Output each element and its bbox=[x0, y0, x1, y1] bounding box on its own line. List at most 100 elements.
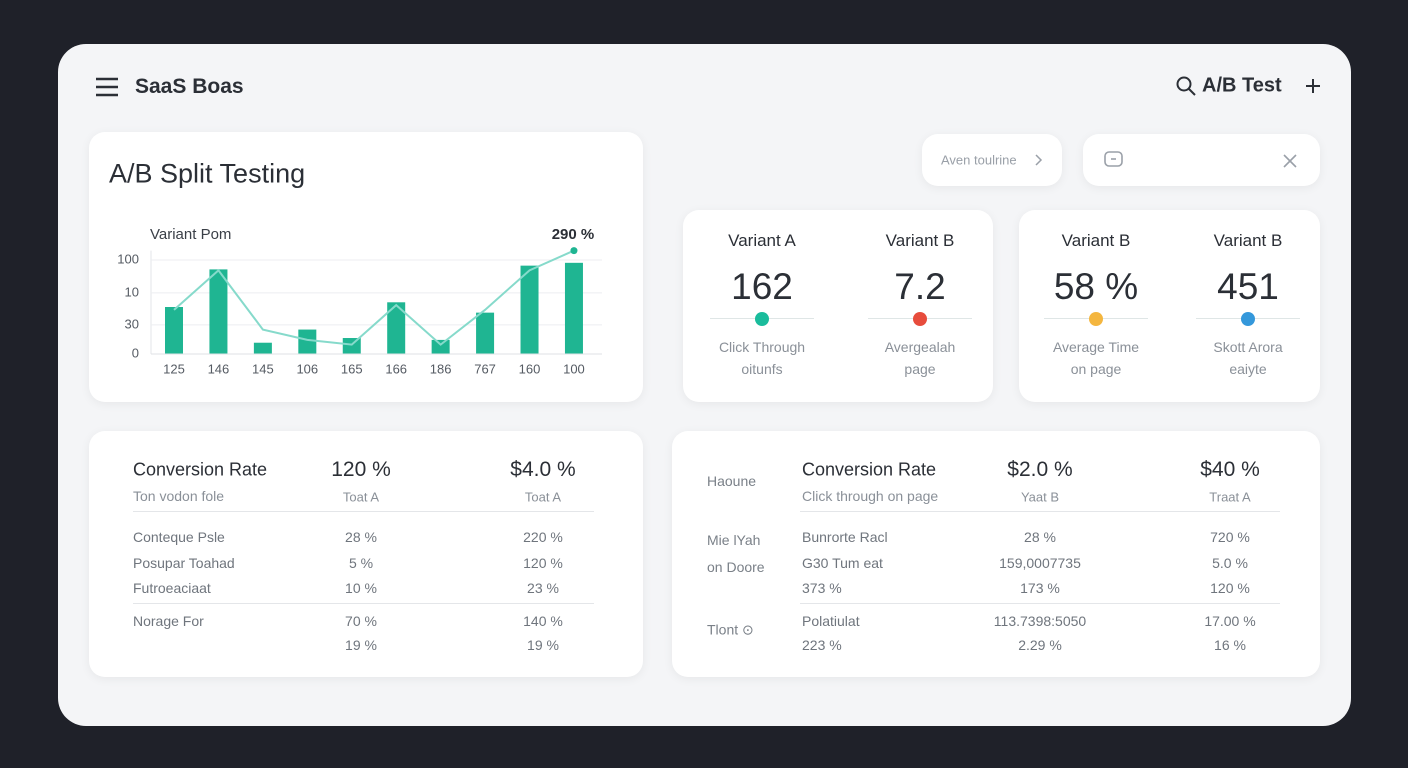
table-cell: 113.7398:5050 bbox=[993, 613, 1087, 629]
x-tick-label: 106 bbox=[296, 361, 318, 376]
table-cell: 5 % bbox=[348, 554, 374, 571]
y-tick-label: 0 bbox=[132, 345, 139, 360]
x-tick-label: 145 bbox=[252, 361, 274, 376]
metric-card bbox=[1019, 210, 1320, 402]
y-tick-label: 100 bbox=[117, 251, 139, 266]
chart-card bbox=[89, 132, 643, 402]
table-cell: 16 % bbox=[1214, 637, 1246, 653]
table-cell: Norage For bbox=[133, 613, 204, 629]
y-tick-label: 30 bbox=[125, 316, 139, 331]
metric-caption: oitunfs bbox=[741, 361, 783, 377]
table-card bbox=[89, 431, 643, 677]
table-cell: G30 Tum eat bbox=[802, 554, 883, 571]
table-cell: 28 % bbox=[345, 529, 377, 545]
header-action[interactable]: A/B Test bbox=[1202, 74, 1282, 97]
table-cell: 10 % bbox=[345, 580, 377, 596]
table-cell: 70 % bbox=[345, 613, 377, 629]
table-header: Conversion Rate bbox=[133, 459, 268, 480]
metric-label: Variant A bbox=[728, 231, 796, 250]
search-icon[interactable] bbox=[1175, 75, 1197, 97]
x-tick-label: 125 bbox=[163, 361, 185, 376]
metric-label: Variant B bbox=[885, 231, 955, 250]
table-cell: 28 % bbox=[1024, 529, 1056, 545]
table-cell: 223 % bbox=[802, 637, 842, 653]
x-tick-label: 100 bbox=[563, 361, 585, 376]
metric-value: 162 bbox=[731, 266, 793, 307]
metric-dot bbox=[1241, 312, 1255, 326]
table-cell: 120 % bbox=[523, 554, 563, 571]
table-cell: 5.0 % bbox=[1212, 554, 1248, 571]
y-tick-label: 10 bbox=[125, 284, 139, 299]
table-card bbox=[672, 431, 1320, 677]
metric-caption: on page bbox=[1070, 361, 1122, 377]
table-side-label: on Doore bbox=[707, 559, 765, 575]
metric-value: 58 % bbox=[1053, 266, 1139, 307]
metric-caption: eaiyte bbox=[1229, 361, 1267, 377]
table-cell: Bunrorte Racl bbox=[802, 529, 888, 545]
table-header: 120 % bbox=[331, 458, 391, 481]
table-cell: 373 % bbox=[802, 580, 842, 596]
chart-card-title: A/B Split Testing bbox=[109, 158, 306, 189]
table-cell: 120 % bbox=[1210, 580, 1250, 596]
bar bbox=[253, 342, 272, 354]
metric-value: 451 bbox=[1217, 266, 1279, 307]
table-subheader: Yaat B bbox=[1020, 489, 1060, 505]
table-divider bbox=[133, 511, 594, 512]
bar bbox=[165, 307, 183, 354]
table-cell: 159,0007735 bbox=[999, 554, 1081, 571]
table-cell: 173 % bbox=[1020, 580, 1060, 596]
table-cell: 140 % bbox=[523, 613, 563, 629]
table-header: $2.0 % bbox=[1007, 458, 1073, 481]
table-cell: 19 % bbox=[345, 637, 377, 653]
metric-dot bbox=[913, 312, 927, 326]
table-cell: 2.29 % bbox=[1018, 637, 1062, 653]
table-cell: Posupar Toahad bbox=[133, 554, 235, 571]
metric-caption: Average Time bbox=[1052, 339, 1140, 355]
menu-icon[interactable] bbox=[94, 76, 120, 98]
table-side-label: Mie lYah bbox=[707, 532, 761, 548]
table-cell: 23 % bbox=[527, 580, 559, 596]
chart-subtitle: Variant Pom bbox=[150, 226, 231, 243]
metric-card bbox=[683, 210, 993, 402]
table-cell: 17.00 % bbox=[1204, 613, 1256, 629]
metric-dot bbox=[755, 312, 769, 326]
table-cell: Conteque Psle bbox=[133, 529, 225, 545]
toolbar-button-label: Aven toulrine bbox=[941, 152, 1017, 168]
bar bbox=[520, 265, 539, 354]
x-tick-label: 146 bbox=[208, 361, 230, 376]
toolbar-button[interactable] bbox=[922, 134, 1062, 186]
table-header: $40 % bbox=[1200, 458, 1260, 481]
table-divider bbox=[800, 511, 1280, 512]
table-header: $4.0 % bbox=[510, 458, 576, 481]
bar bbox=[476, 312, 495, 354]
add-icon[interactable] bbox=[1304, 77, 1322, 95]
table-cell: 720 % bbox=[1210, 529, 1250, 545]
bar bbox=[564, 262, 583, 354]
trend-line bbox=[173, 249, 575, 346]
metric-dot bbox=[1089, 312, 1103, 326]
x-tick-label: 160 bbox=[519, 361, 541, 376]
x-tick-label: 186 bbox=[430, 361, 452, 376]
metric-label: Variant B bbox=[1213, 231, 1283, 250]
table-side-label: Tlont ⊙ bbox=[707, 621, 754, 638]
table-cell: Futroeaciaat bbox=[133, 580, 211, 596]
chevron-icon bbox=[1035, 154, 1043, 166]
table-header: Conversion Rate bbox=[802, 459, 937, 480]
close-icon[interactable] bbox=[1282, 153, 1298, 169]
bar bbox=[387, 302, 406, 354]
bar bbox=[342, 338, 361, 354]
chat-icon bbox=[1104, 151, 1123, 167]
table-subheader: Toat A bbox=[524, 489, 562, 505]
table-subheader: Ton vodon fole bbox=[133, 488, 225, 504]
bar bbox=[209, 269, 228, 354]
chart-annotation: 290 % bbox=[552, 226, 595, 243]
metric-value: 7.2 bbox=[894, 266, 946, 307]
chart: Variant Pom 290 % 0 30 10 100 125 146 145 106 16… bbox=[117, 226, 602, 376]
x-tick-label: 767 bbox=[474, 361, 496, 376]
bar bbox=[431, 339, 450, 354]
trend-end-dot bbox=[570, 247, 578, 255]
table-subheader: Click through on page bbox=[802, 488, 939, 504]
table-cell: Polatiulat bbox=[802, 613, 860, 629]
table-divider bbox=[133, 603, 594, 604]
